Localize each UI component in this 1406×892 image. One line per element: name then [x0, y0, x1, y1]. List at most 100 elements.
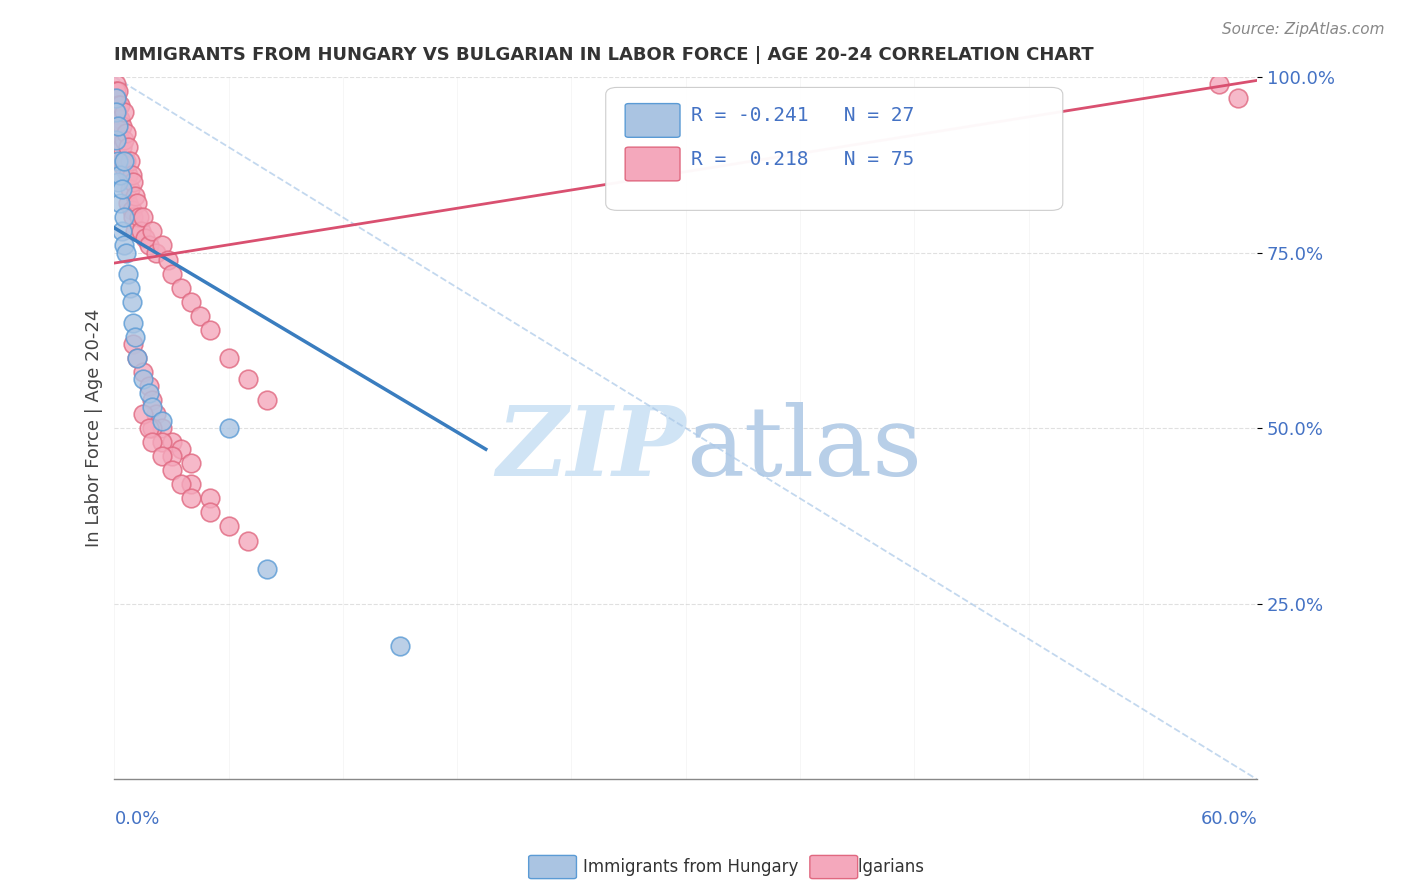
- Point: [118, 280, 141, 294]
- Point: [112, 238, 135, 252]
- Point: [160, 435, 183, 450]
- Point: [108, 112, 131, 126]
- Point: [138, 386, 160, 401]
- Point: [134, 231, 156, 245]
- Point: [118, 182, 141, 196]
- Point: [124, 224, 146, 238]
- Point: [121, 294, 143, 309]
- Text: Source: ZipAtlas.com: Source: ZipAtlas.com: [1222, 22, 1385, 37]
- Point: [112, 105, 135, 120]
- Point: [107, 98, 129, 112]
- Text: Immigrants from Hungary: Immigrants from Hungary: [583, 858, 799, 876]
- Point: [132, 211, 155, 225]
- Point: [198, 491, 221, 506]
- Point: [180, 491, 202, 506]
- Point: [236, 533, 259, 548]
- Point: [150, 449, 173, 463]
- FancyBboxPatch shape: [626, 103, 681, 137]
- Point: [107, 112, 129, 126]
- Point: [128, 211, 150, 225]
- FancyBboxPatch shape: [606, 87, 1063, 211]
- Point: [138, 421, 160, 435]
- Text: Bulgarians: Bulgarians: [837, 858, 925, 876]
- Point: [170, 280, 193, 294]
- Point: [124, 189, 146, 203]
- Point: [122, 316, 145, 330]
- Point: [145, 245, 167, 260]
- Text: R =  0.218   N = 75: R = 0.218 N = 75: [692, 150, 915, 169]
- Point: [141, 421, 163, 435]
- Point: [117, 140, 139, 154]
- Point: [218, 519, 240, 533]
- Point: [121, 168, 143, 182]
- Text: IMMIGRANTS FROM HUNGARY VS BULGARIAN IN LABOR FORCE | AGE 20-24 CORRELATION CHAR: IMMIGRANTS FROM HUNGARY VS BULGARIAN IN …: [114, 46, 1094, 64]
- Point: [107, 175, 129, 189]
- Point: [112, 161, 135, 176]
- Point: [150, 421, 173, 435]
- Point: [115, 245, 138, 260]
- Point: [105, 105, 128, 120]
- Point: [127, 351, 149, 365]
- Text: R = -0.241   N = 27: R = -0.241 N = 27: [692, 106, 915, 125]
- Point: [105, 91, 128, 105]
- Point: [132, 365, 155, 379]
- Point: [170, 477, 193, 491]
- Point: [124, 330, 146, 344]
- Point: [122, 175, 145, 189]
- Point: [122, 211, 145, 225]
- Point: [218, 351, 240, 365]
- Point: [389, 639, 412, 653]
- Point: [1227, 91, 1250, 105]
- Point: [132, 407, 155, 421]
- Point: [141, 224, 163, 238]
- Y-axis label: In Labor Force | Age 20-24: In Labor Force | Age 20-24: [86, 309, 103, 548]
- Point: [111, 224, 134, 238]
- Point: [160, 449, 183, 463]
- Point: [1208, 77, 1230, 91]
- Point: [150, 414, 173, 428]
- Point: [141, 392, 163, 407]
- Point: [121, 203, 143, 218]
- Point: [127, 351, 149, 365]
- Point: [150, 435, 173, 450]
- Point: [256, 392, 278, 407]
- Point: [115, 126, 138, 140]
- Point: [108, 98, 131, 112]
- Point: [108, 168, 131, 182]
- Point: [180, 477, 202, 491]
- Point: [105, 91, 128, 105]
- Text: 60.0%: 60.0%: [1201, 810, 1257, 828]
- Point: [117, 196, 139, 211]
- Point: [218, 421, 240, 435]
- Point: [111, 119, 134, 133]
- Point: [107, 84, 129, 98]
- FancyBboxPatch shape: [626, 147, 681, 181]
- Point: [141, 400, 163, 414]
- Point: [111, 182, 134, 196]
- Point: [112, 154, 135, 169]
- Point: [111, 140, 134, 154]
- Point: [188, 309, 211, 323]
- Point: [129, 224, 152, 238]
- Point: [138, 238, 160, 252]
- Point: [198, 505, 221, 519]
- Point: [122, 336, 145, 351]
- Point: [180, 294, 202, 309]
- Text: 0.0%: 0.0%: [114, 810, 160, 828]
- Point: [105, 84, 128, 98]
- Point: [107, 119, 129, 133]
- Point: [170, 442, 193, 457]
- Point: [256, 561, 278, 575]
- Point: [111, 154, 134, 169]
- Point: [112, 211, 135, 225]
- Point: [108, 196, 131, 211]
- Point: [141, 435, 163, 450]
- Point: [107, 154, 129, 169]
- Point: [108, 133, 131, 147]
- Point: [160, 463, 183, 477]
- Point: [118, 154, 141, 169]
- Point: [198, 323, 221, 337]
- Point: [105, 105, 128, 120]
- Point: [105, 133, 128, 147]
- Point: [105, 77, 128, 91]
